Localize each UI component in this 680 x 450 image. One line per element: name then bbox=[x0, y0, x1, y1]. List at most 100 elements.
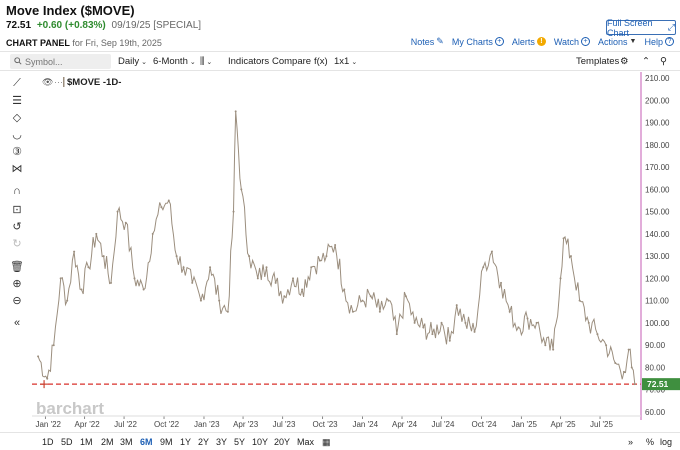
x-tick-label: Jan '23 bbox=[194, 420, 220, 429]
add-watch-icon: + bbox=[581, 37, 591, 46]
x-tick-label: Oct '24 bbox=[471, 420, 497, 429]
data-point bbox=[95, 232, 98, 235]
shape-icon[interactable]: ◇ bbox=[12, 111, 22, 124]
notes-link[interactable]: Notes ✎ bbox=[410, 36, 444, 47]
timeframe-2m[interactable]: 2M bbox=[101, 437, 114, 447]
bar-chart-icon: ⫼ bbox=[200, 56, 205, 67]
lock-icon[interactable]: ⊡ bbox=[12, 203, 22, 216]
timeframe-max[interactable]: Max bbox=[297, 437, 315, 447]
trash-icon[interactable]: 🗑 bbox=[10, 260, 24, 273]
eye-icon[interactable]: 👁 bbox=[42, 77, 53, 87]
data-point bbox=[587, 321, 590, 324]
y-tick-label: 150.00 bbox=[645, 208, 670, 217]
zoom-in-icon[interactable]: ⊕ bbox=[12, 277, 22, 290]
timeframe-2y[interactable]: 2Y bbox=[198, 437, 210, 447]
data-point bbox=[151, 232, 154, 235]
timeframe-9m[interactable]: 9M bbox=[160, 437, 173, 447]
my-charts-link[interactable]: My Charts + bbox=[452, 37, 504, 47]
zoom-out-icon[interactable]: ⊖ bbox=[12, 294, 22, 307]
data-point bbox=[87, 266, 90, 269]
y-tick-label: 190.00 bbox=[645, 119, 670, 128]
log-toggle[interactable]: log bbox=[660, 437, 673, 447]
watch-link[interactable]: Watch + bbox=[554, 37, 591, 47]
timeframe-5d[interactable]: 5D bbox=[61, 437, 73, 447]
x-tick-label: Jan '22 bbox=[35, 420, 61, 429]
data-point bbox=[301, 288, 304, 291]
gear-icon[interactable]: ⚙ bbox=[620, 56, 629, 67]
calendar-icon[interactable]: ▦ bbox=[322, 437, 331, 447]
data-point bbox=[361, 299, 364, 302]
data-point bbox=[265, 266, 268, 269]
trendline-icon[interactable]: ⟋ bbox=[13, 76, 21, 89]
chevron-down-icon: ⌄ bbox=[141, 58, 147, 66]
templates-button[interactable]: Templates bbox=[576, 56, 620, 67]
price-chart[interactable]: 60.00 70.00 80.00 90.00 100.00 110.00 120.00 13… bbox=[32, 72, 680, 432]
series-line-move bbox=[37, 111, 636, 385]
function-button[interactable]: f(x) bbox=[314, 56, 328, 67]
data-point bbox=[378, 310, 381, 313]
more-icon[interactable]: ··· bbox=[54, 77, 63, 87]
redo-icon[interactable]: ↻ bbox=[12, 237, 22, 250]
data-point bbox=[218, 299, 221, 302]
actions-menu[interactable]: Actions ▼ bbox=[598, 36, 637, 47]
add-icon: + bbox=[494, 37, 504, 46]
indicators-button[interactable]: Indicators bbox=[228, 56, 270, 67]
data-point bbox=[627, 348, 630, 351]
data-point bbox=[622, 370, 625, 373]
data-point bbox=[455, 304, 458, 307]
data-point bbox=[234, 110, 237, 113]
y-tick-label: 80.00 bbox=[645, 363, 666, 372]
data-point bbox=[464, 321, 467, 324]
pattern-icon[interactable]: ⋈ bbox=[11, 162, 23, 175]
timeframe-1m[interactable]: 1M bbox=[80, 437, 93, 447]
symbol-input[interactable] bbox=[10, 54, 111, 69]
y-tick-label: 130.00 bbox=[645, 252, 670, 261]
compare-button[interactable]: Compare bbox=[272, 56, 312, 67]
y-tick-label: 90.00 bbox=[645, 341, 666, 350]
data-point bbox=[182, 266, 185, 269]
period-dropdown[interactable]: Daily ⌄ bbox=[118, 56, 147, 67]
chart-panel-label: CHART PANEL for Fri, Sep 19th, 2025 bbox=[6, 38, 162, 48]
full-screen-chart-button[interactable]: Full Screen Chart ⤢ bbox=[606, 18, 676, 38]
data-point bbox=[248, 255, 251, 258]
chart-toolbar: Daily⌄ 6-Month⌄ ⫼⌄ Indicators Compare f(… bbox=[0, 51, 680, 71]
timeframe-20y[interactable]: 20Y bbox=[274, 437, 291, 447]
data-point bbox=[52, 344, 55, 347]
help-link[interactable]: Help ? bbox=[644, 37, 674, 47]
layout-dropdown[interactable]: 1x1 ⌄ bbox=[334, 56, 358, 67]
alerts-link[interactable]: Alerts ! bbox=[512, 37, 546, 47]
data-point bbox=[110, 281, 113, 284]
last-price: 72.51 bbox=[6, 20, 32, 31]
timeframe-5y[interactable]: 5Y bbox=[234, 437, 246, 447]
magnet-icon[interactable]: ∩ bbox=[13, 185, 21, 197]
range-dropdown[interactable]: 6-Month ⌄ bbox=[153, 56, 196, 67]
timeframe-1y[interactable]: 1Y bbox=[180, 437, 192, 447]
data-point bbox=[59, 277, 62, 280]
undo-icon[interactable]: ↺ bbox=[12, 220, 22, 233]
counter-icon[interactable]: ③ bbox=[12, 145, 22, 158]
chart-type-dropdown[interactable]: ⫼ ⌄ bbox=[200, 56, 212, 67]
drawing-tools: ⟋ ☰ ◇ ◡ ③ ⋈ ∩ ⊡ ↺ ↻ 🗑 ⊕ ⊖ « bbox=[0, 72, 32, 432]
collapse-up-icon[interactable]: ⌃ bbox=[642, 56, 650, 67]
timeframe-3m[interactable]: 3M bbox=[120, 437, 133, 447]
collapse-icon[interactable]: « bbox=[13, 317, 21, 329]
data-point bbox=[232, 210, 235, 213]
chart-svg[interactable]: 60.00 70.00 80.00 90.00 100.00 110.00 120.00 13… bbox=[32, 72, 680, 432]
data-point bbox=[596, 333, 599, 336]
fib-icon[interactable]: ☰ bbox=[12, 94, 22, 107]
data-point bbox=[633, 383, 636, 386]
data-point bbox=[226, 310, 229, 313]
x-tick-label: Jan '25 bbox=[511, 420, 537, 429]
barchart-watermark: barchart bbox=[36, 399, 104, 418]
timeframe-3y[interactable]: 3Y bbox=[216, 437, 228, 447]
timeframe-6m[interactable]: 6M bbox=[140, 437, 153, 447]
timeframe-10y[interactable]: 10Y bbox=[252, 437, 269, 447]
scroll-right-icon[interactable]: » bbox=[628, 437, 634, 447]
question-icon: ? bbox=[665, 37, 674, 46]
data-point bbox=[191, 281, 194, 284]
timeframe-1d[interactable]: 1D bbox=[42, 437, 54, 447]
pin-icon[interactable]: ⚲ bbox=[660, 56, 667, 67]
data-point bbox=[310, 266, 313, 269]
percent-toggle[interactable]: % bbox=[646, 437, 655, 447]
curve-icon[interactable]: ◡ bbox=[12, 128, 22, 141]
